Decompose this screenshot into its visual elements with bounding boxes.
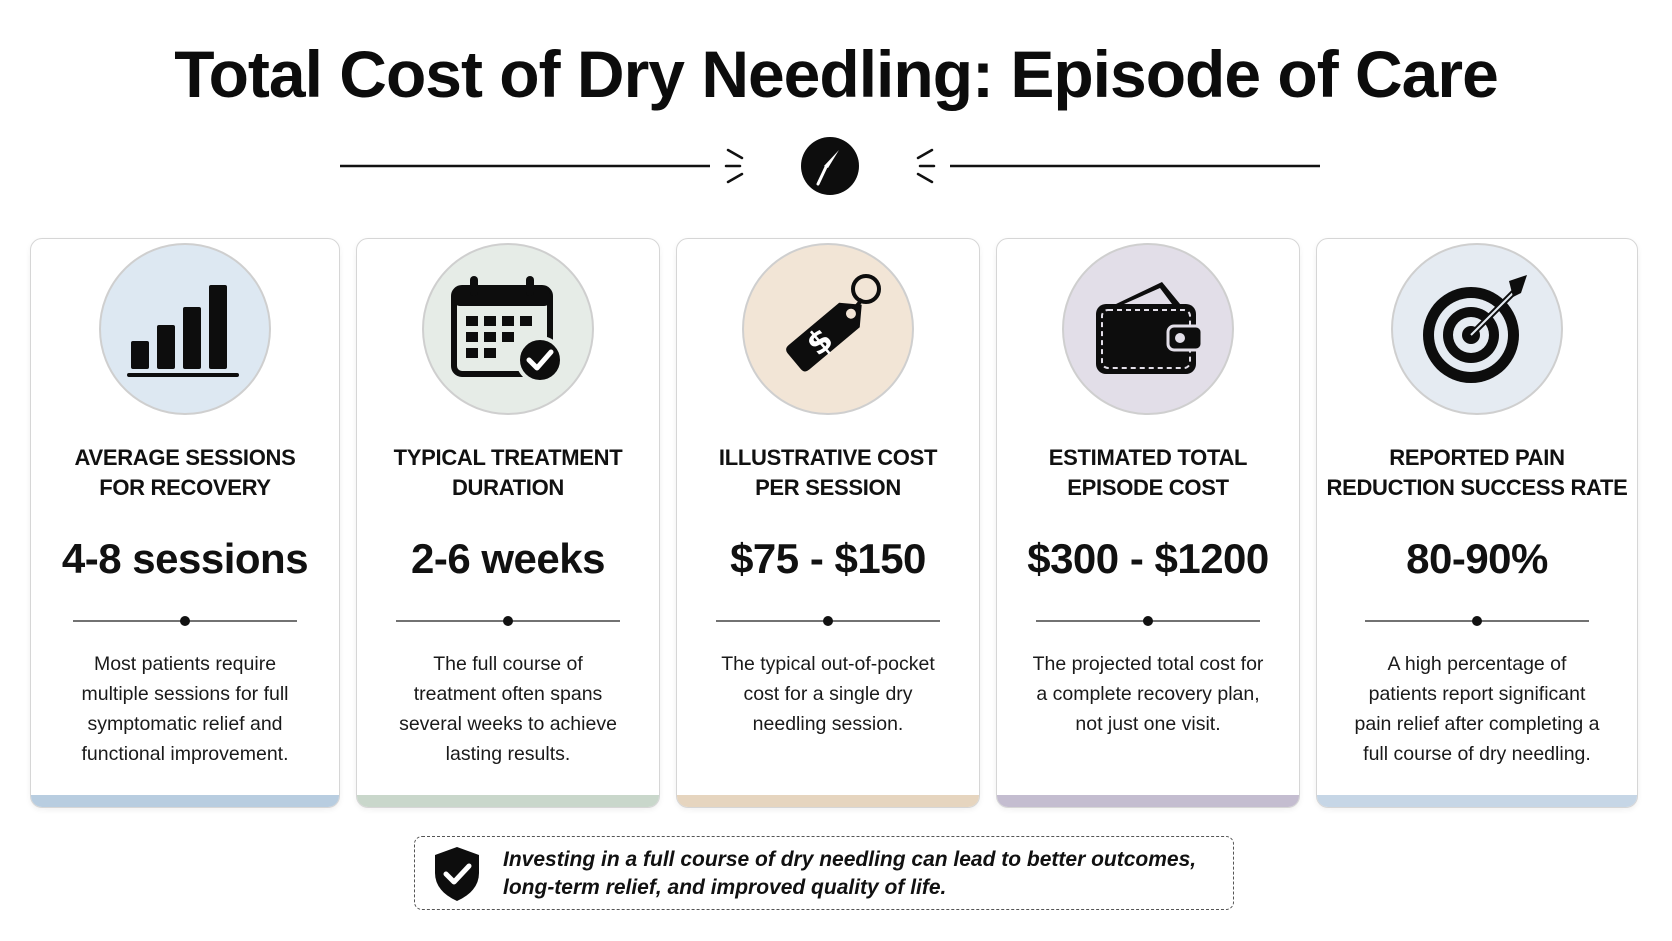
callout-text: Investing in a full course of dry needli… [503,848,1197,899]
card-label: Typical Treatment Duration [365,443,651,503]
card-label-line: Estimated Total [1048,445,1248,470]
card-description: The full course of treatment often spans… [399,653,617,765]
card-label-line: Typical Treatment [393,445,623,470]
card-total-episode-cost: Estimated Total Episode Cost $300 - $120… [996,238,1300,808]
title-divider [340,137,1320,195]
card-value: 4-8 sessions [61,535,309,582]
card-value: $75 - $150 [730,535,926,582]
callout-box: Investing in a full course of dry needli… [414,836,1234,910]
card-divider [1036,616,1260,626]
icon-circle [1391,243,1563,415]
shield-check-icon [435,847,479,901]
card-label-line: for Recovery [99,475,271,500]
card-value: 80-90% [1406,535,1548,582]
card-label-line: per Session [755,475,901,500]
card-accent-band [1317,795,1637,807]
card-average-sessions: Average Sessions for Recovery 4-8 sessio… [30,238,340,808]
calendar-check-icon [451,276,564,384]
needle-icon [724,137,936,195]
card-label-line: Illustrative Cost [718,445,938,470]
icon-circle [99,243,271,415]
icon-circle [422,243,594,415]
card-value: 2-6 weeks [411,535,605,582]
card-accent-band [677,795,979,807]
card-accent-band [31,795,339,807]
card-label-line: Duration [451,475,565,500]
wallet-icon [1096,282,1204,374]
card-label-line: Reduction Success Rate [1326,475,1628,500]
card-value: $300 - $1200 [1027,535,1269,582]
card-divider [396,616,620,626]
icon-circle: $ [742,243,914,415]
card-treatment-duration: Typical Treatment Duration 2-6 weeks The… [356,238,660,808]
card-divider [73,616,297,626]
target-icon [1423,275,1527,383]
card-description: A high percentage of patients report sig… [1354,653,1600,765]
page-title: Total Cost of Dry Needling: Episode of C… [174,37,1499,111]
icon-circle [1062,243,1234,415]
card-accent-band [997,795,1299,807]
card-description: The typical out-of-pocket cost for a sin… [721,653,935,735]
card-pain-reduction-rate: Reported Pain Reduction Success Rate 80-… [1316,238,1638,808]
card-label: Estimated Total Episode Cost [1005,443,1291,503]
card-label: Average Sessions for Recovery [39,443,331,503]
card-label: Reported Pain Reduction Success Rate [1325,443,1629,503]
card-label: Illustrative Cost per Session [685,443,971,503]
card-divider [1365,616,1589,626]
card-label-line: Reported Pain [1389,445,1565,470]
card-divider [716,616,940,626]
card-description: Most patients require multiple sessions … [81,653,289,765]
card-label-line: Average Sessions [74,445,296,470]
card-label-line: Episode Cost [1067,475,1229,500]
card-cost-per-session: $ Illustrative Cost per Session $75 - $1… [676,238,980,808]
card-description: The projected total cost for a complete … [1032,653,1264,735]
price-tag-icon: $ [786,274,881,372]
bar-chart-icon [127,285,239,377]
card-accent-band [357,795,659,807]
